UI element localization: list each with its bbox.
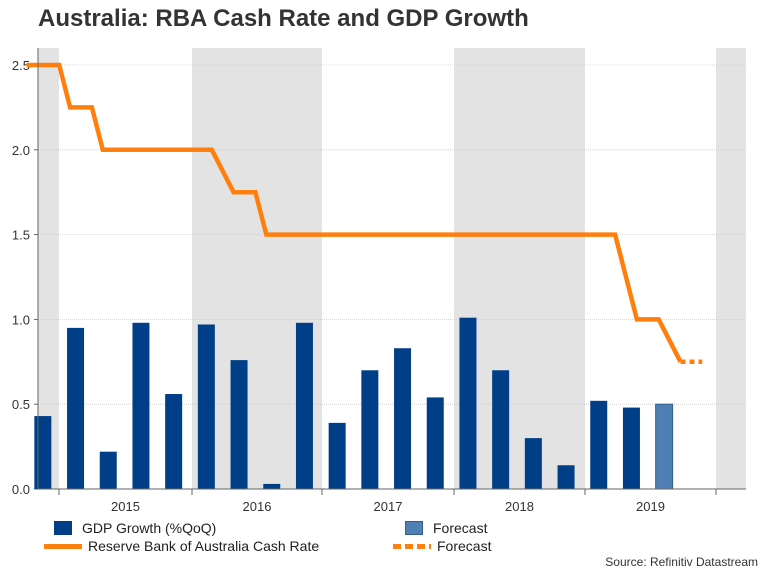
gdp-bar-Q1-2016 xyxy=(197,324,215,489)
cash-rate-line xyxy=(26,62,683,363)
source-note: Source: Refinitiv Datastream xyxy=(605,555,758,569)
x-tick-label-2019: 2019 xyxy=(636,499,665,514)
x-tick-label-2017: 2017 xyxy=(374,499,403,514)
y-tick-label: 0.5 xyxy=(12,397,30,412)
gdp-bar-Q3-2018 xyxy=(524,438,542,489)
gdp-bar-Q2-2016 xyxy=(230,360,248,489)
gdp-bar-Q2-2019 xyxy=(622,407,640,489)
gdp-bar-Q4-2014 xyxy=(34,416,52,489)
y-tick-label: 0.0 xyxy=(12,482,30,497)
gdp-forecast-bar xyxy=(655,403,674,490)
y-tick-label: 2.0 xyxy=(12,143,30,158)
legend-item-rate-forecast: Forecast xyxy=(393,538,491,554)
x-tick-label-2016: 2016 xyxy=(243,499,272,514)
gdp-bar-Q4-2016 xyxy=(295,322,313,489)
gdp-bar-Q1-2017 xyxy=(328,422,346,489)
gdp-bar-Q3-2015 xyxy=(132,322,150,489)
gdp-bar-Q2-2018 xyxy=(492,370,510,489)
gdp-bar-Q4-2015 xyxy=(165,394,183,489)
gdp-bar-Q2-2015 xyxy=(99,451,117,489)
legend-swatch-rate-forecast xyxy=(393,543,431,549)
gdp-bar-Q4-2017 xyxy=(426,397,444,489)
legend-swatch-cash-rate xyxy=(44,543,82,549)
gdp-bar-Q3-2016 xyxy=(263,483,281,489)
y-tick-label: 1.5 xyxy=(12,228,30,243)
legend-label-gdp: GDP Growth (%QoQ) xyxy=(82,520,217,536)
x-tick-label-2018: 2018 xyxy=(505,499,534,514)
legend-label-rate-forecast: Forecast xyxy=(437,538,492,554)
y-tick-label: 2.5 xyxy=(12,58,30,73)
gdp-bar-Q4-2018 xyxy=(557,465,575,489)
legend-swatch-gdp-forecast xyxy=(405,521,423,535)
legend-item-gdp-forecast: Forecast xyxy=(405,520,487,536)
gdp-bar-Q3-2017 xyxy=(394,348,412,489)
chart-title: Australia: RBA Cash Rate and GDP Growth xyxy=(38,5,529,32)
legend-label-cash-rate: Reserve Bank of Australia Cash Rate xyxy=(88,538,320,554)
x-tick-label-2015: 2015 xyxy=(111,499,140,514)
year-band-3 xyxy=(716,48,746,489)
gdp-bar-Q1-2019 xyxy=(590,400,608,489)
legend-item-gdp: GDP Growth (%QoQ) xyxy=(54,520,216,536)
legend-swatch-gdp xyxy=(54,521,72,535)
gdp-bar-Q1-2018 xyxy=(459,317,477,489)
gdp-bar-Q1-2015 xyxy=(67,327,85,489)
legend-item-cash-rate: Reserve Bank of Australia Cash Rate xyxy=(44,538,319,554)
year-band-0 xyxy=(38,48,59,489)
gdp-bar-Q2-2017 xyxy=(361,370,379,489)
y-tick-label: 1.0 xyxy=(12,312,30,327)
legend-label-gdp-forecast: Forecast xyxy=(433,520,488,536)
